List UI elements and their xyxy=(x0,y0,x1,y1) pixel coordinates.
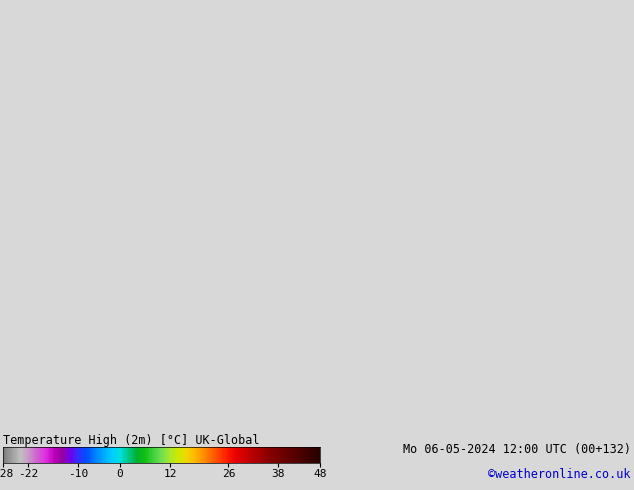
Text: ©weatheronline.co.uk: ©weatheronline.co.uk xyxy=(488,468,631,481)
Text: Temperature High (2m) [°C] UK-Global: Temperature High (2m) [°C] UK-Global xyxy=(3,434,260,447)
Text: Mo 06-05-2024 12:00 UTC (00+132): Mo 06-05-2024 12:00 UTC (00+132) xyxy=(403,443,631,456)
